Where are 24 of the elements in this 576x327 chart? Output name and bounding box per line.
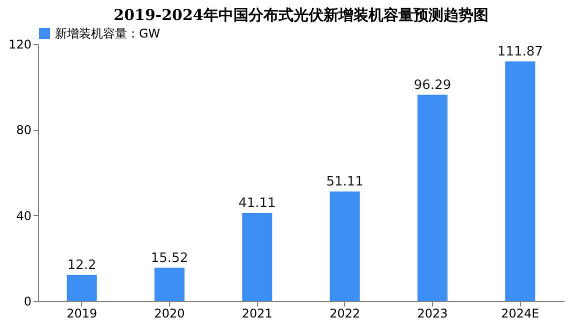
bar [505, 61, 536, 301]
x-tick-label: 2023 [417, 306, 448, 320]
bar [66, 274, 97, 301]
x-tick-label: 2019 [66, 306, 98, 320]
bar [418, 94, 448, 301]
y-tick-label: 80 [16, 123, 32, 138]
data-label: 41.11 [238, 196, 276, 211]
data-label: 15.52 [150, 250, 188, 266]
x-tick-label: 2020 [154, 306, 185, 320]
bar [330, 192, 360, 301]
y-tick-label: 120 [8, 38, 32, 52]
y-tick-label: 40 [16, 208, 32, 223]
x-tick-label: 2021 [242, 306, 272, 320]
legend-label: 新增装机容量：GW [55, 26, 160, 40]
data-label: 12.2 [67, 258, 96, 273]
data-label: 111.87 [497, 44, 543, 60]
data-label: 51.11 [326, 174, 364, 190]
bar [242, 212, 272, 301]
chart-title: 2019-2024年中国分布式光伏新增装机容量预测趋势图 [114, 6, 488, 24]
y-tick-label: 0 [24, 294, 32, 308]
data-label: 96.29 [414, 78, 452, 93]
x-tick-label: 2024E [501, 306, 540, 320]
bar [154, 268, 184, 301]
x-tick-label: 2022 [330, 306, 360, 320]
